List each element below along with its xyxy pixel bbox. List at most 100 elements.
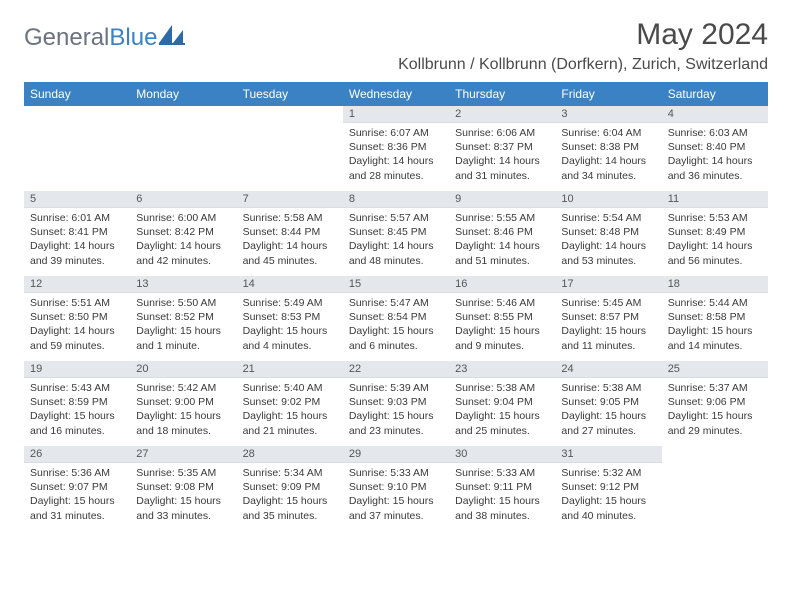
weekday-header: Wednesday: [343, 82, 449, 106]
daylight-line: Daylight: 15 hours and 31 minutes.: [30, 494, 124, 522]
sunset-line: Sunset: 8:46 PM: [455, 225, 549, 239]
day-number: 19: [24, 361, 130, 378]
day-number: 17: [555, 276, 661, 293]
sunset-line: Sunset: 8:42 PM: [136, 225, 230, 239]
calendar-week-row: 12Sunrise: 5:51 AMSunset: 8:50 PMDayligh…: [24, 276, 768, 361]
sunrise-line: Sunrise: 5:33 AM: [455, 466, 549, 480]
logo-sail-icon: [159, 24, 185, 52]
day-body: Sunrise: 5:43 AMSunset: 8:59 PMDaylight:…: [24, 378, 130, 440]
sunrise-line: Sunrise: 5:51 AM: [30, 296, 124, 310]
sunset-line: Sunset: 8:54 PM: [349, 310, 443, 324]
calendar-day-cell: 15Sunrise: 5:47 AMSunset: 8:54 PMDayligh…: [343, 276, 449, 361]
daylight-line: Daylight: 14 hours and 36 minutes.: [668, 154, 762, 182]
calendar-day-cell: 10Sunrise: 5:54 AMSunset: 8:48 PMDayligh…: [555, 191, 661, 276]
sunrise-line: Sunrise: 5:32 AM: [561, 466, 655, 480]
calendar-body: 1Sunrise: 6:07 AMSunset: 8:36 PMDaylight…: [24, 106, 768, 531]
day-number: 7: [237, 191, 343, 208]
sunrise-line: Sunrise: 5:46 AM: [455, 296, 549, 310]
calendar-week-row: 26Sunrise: 5:36 AMSunset: 9:07 PMDayligh…: [24, 446, 768, 531]
sunrise-line: Sunrise: 5:47 AM: [349, 296, 443, 310]
location-subtitle: Kollbrunn / Kollbrunn (Dorfkern), Zurich…: [398, 56, 768, 74]
day-body: Sunrise: 6:03 AMSunset: 8:40 PMDaylight:…: [662, 123, 768, 185]
weekday-header: Friday: [555, 82, 661, 106]
weekday-header: Tuesday: [237, 82, 343, 106]
sunset-line: Sunset: 9:12 PM: [561, 480, 655, 494]
day-body: Sunrise: 5:32 AMSunset: 9:12 PMDaylight:…: [555, 463, 661, 525]
sunrise-line: Sunrise: 5:58 AM: [243, 211, 337, 225]
day-number: 24: [555, 361, 661, 378]
sunset-line: Sunset: 9:04 PM: [455, 395, 549, 409]
calendar-day-cell: 13Sunrise: 5:50 AMSunset: 8:52 PMDayligh…: [130, 276, 236, 361]
sunset-line: Sunset: 8:37 PM: [455, 140, 549, 154]
day-body: Sunrise: 5:55 AMSunset: 8:46 PMDaylight:…: [449, 208, 555, 270]
sunrise-line: Sunrise: 5:49 AM: [243, 296, 337, 310]
sunrise-line: Sunrise: 5:38 AM: [561, 381, 655, 395]
day-number: 10: [555, 191, 661, 208]
daylight-line: Daylight: 14 hours and 42 minutes.: [136, 239, 230, 267]
daylight-line: Daylight: 15 hours and 1 minute.: [136, 324, 230, 352]
daylight-line: Daylight: 15 hours and 16 minutes.: [30, 409, 124, 437]
day-number: 20: [130, 361, 236, 378]
day-body: Sunrise: 5:51 AMSunset: 8:50 PMDaylight:…: [24, 293, 130, 355]
sunrise-line: Sunrise: 6:06 AM: [455, 126, 549, 140]
calendar-page: GeneralBlue May 2024 Kollbrunn / Kollbru…: [0, 0, 792, 531]
calendar-day-cell: 23Sunrise: 5:38 AMSunset: 9:04 PMDayligh…: [449, 361, 555, 446]
daylight-line: Daylight: 14 hours and 56 minutes.: [668, 239, 762, 267]
calendar-week-row: 5Sunrise: 6:01 AMSunset: 8:41 PMDaylight…: [24, 191, 768, 276]
weekday-header: Monday: [130, 82, 236, 106]
calendar-day-cell: [24, 106, 130, 191]
sunrise-line: Sunrise: 6:04 AM: [561, 126, 655, 140]
sunset-line: Sunset: 9:05 PM: [561, 395, 655, 409]
daylight-line: Daylight: 15 hours and 33 minutes.: [136, 494, 230, 522]
day-body: Sunrise: 5:53 AMSunset: 8:49 PMDaylight:…: [662, 208, 768, 270]
daylight-line: Daylight: 15 hours and 38 minutes.: [455, 494, 549, 522]
sunrise-line: Sunrise: 5:42 AM: [136, 381, 230, 395]
day-body: Sunrise: 6:06 AMSunset: 8:37 PMDaylight:…: [449, 123, 555, 185]
sunrise-line: Sunrise: 6:07 AM: [349, 126, 443, 140]
day-number: 5: [24, 191, 130, 208]
sunset-line: Sunset: 9:02 PM: [243, 395, 337, 409]
sunset-line: Sunset: 8:41 PM: [30, 225, 124, 239]
daylight-line: Daylight: 14 hours and 39 minutes.: [30, 239, 124, 267]
day-body: Sunrise: 5:47 AMSunset: 8:54 PMDaylight:…: [343, 293, 449, 355]
day-number: 2: [449, 106, 555, 123]
sunset-line: Sunset: 9:11 PM: [455, 480, 549, 494]
sunrise-line: Sunrise: 5:57 AM: [349, 211, 443, 225]
weekday-header: Sunday: [24, 82, 130, 106]
day-number: 30: [449, 446, 555, 463]
calendar-day-cell: 24Sunrise: 5:38 AMSunset: 9:05 PMDayligh…: [555, 361, 661, 446]
day-body: Sunrise: 5:49 AMSunset: 8:53 PMDaylight:…: [237, 293, 343, 355]
calendar-day-cell: 17Sunrise: 5:45 AMSunset: 8:57 PMDayligh…: [555, 276, 661, 361]
daylight-line: Daylight: 15 hours and 18 minutes.: [136, 409, 230, 437]
daylight-line: Daylight: 14 hours and 53 minutes.: [561, 239, 655, 267]
calendar-week-row: 19Sunrise: 5:43 AMSunset: 8:59 PMDayligh…: [24, 361, 768, 446]
day-body: Sunrise: 5:38 AMSunset: 9:05 PMDaylight:…: [555, 378, 661, 440]
day-number: 21: [237, 361, 343, 378]
sunset-line: Sunset: 8:48 PM: [561, 225, 655, 239]
day-body: Sunrise: 6:04 AMSunset: 8:38 PMDaylight:…: [555, 123, 661, 185]
sunset-line: Sunset: 8:58 PM: [668, 310, 762, 324]
calendar-day-cell: 4Sunrise: 6:03 AMSunset: 8:40 PMDaylight…: [662, 106, 768, 191]
sunset-line: Sunset: 9:09 PM: [243, 480, 337, 494]
day-body: Sunrise: 5:33 AMSunset: 9:10 PMDaylight:…: [343, 463, 449, 525]
calendar-day-cell: 22Sunrise: 5:39 AMSunset: 9:03 PMDayligh…: [343, 361, 449, 446]
sunset-line: Sunset: 8:38 PM: [561, 140, 655, 154]
sunrise-line: Sunrise: 5:44 AM: [668, 296, 762, 310]
calendar-day-cell: [662, 446, 768, 531]
day-body: Sunrise: 5:58 AMSunset: 8:44 PMDaylight:…: [237, 208, 343, 270]
sunrise-line: Sunrise: 5:35 AM: [136, 466, 230, 480]
sunset-line: Sunset: 8:40 PM: [668, 140, 762, 154]
day-number: 3: [555, 106, 661, 123]
daylight-line: Daylight: 15 hours and 27 minutes.: [561, 409, 655, 437]
day-number: 18: [662, 276, 768, 293]
calendar-day-cell: 14Sunrise: 5:49 AMSunset: 8:53 PMDayligh…: [237, 276, 343, 361]
sunset-line: Sunset: 9:10 PM: [349, 480, 443, 494]
sunset-line: Sunset: 9:00 PM: [136, 395, 230, 409]
day-number: 22: [343, 361, 449, 378]
day-number: 14: [237, 276, 343, 293]
sunset-line: Sunset: 8:59 PM: [30, 395, 124, 409]
calendar-day-cell: 3Sunrise: 6:04 AMSunset: 8:38 PMDaylight…: [555, 106, 661, 191]
weekday-header-row: SundayMondayTuesdayWednesdayThursdayFrid…: [24, 82, 768, 106]
sunrise-line: Sunrise: 6:01 AM: [30, 211, 124, 225]
day-body: Sunrise: 5:35 AMSunset: 9:08 PMDaylight:…: [130, 463, 236, 525]
